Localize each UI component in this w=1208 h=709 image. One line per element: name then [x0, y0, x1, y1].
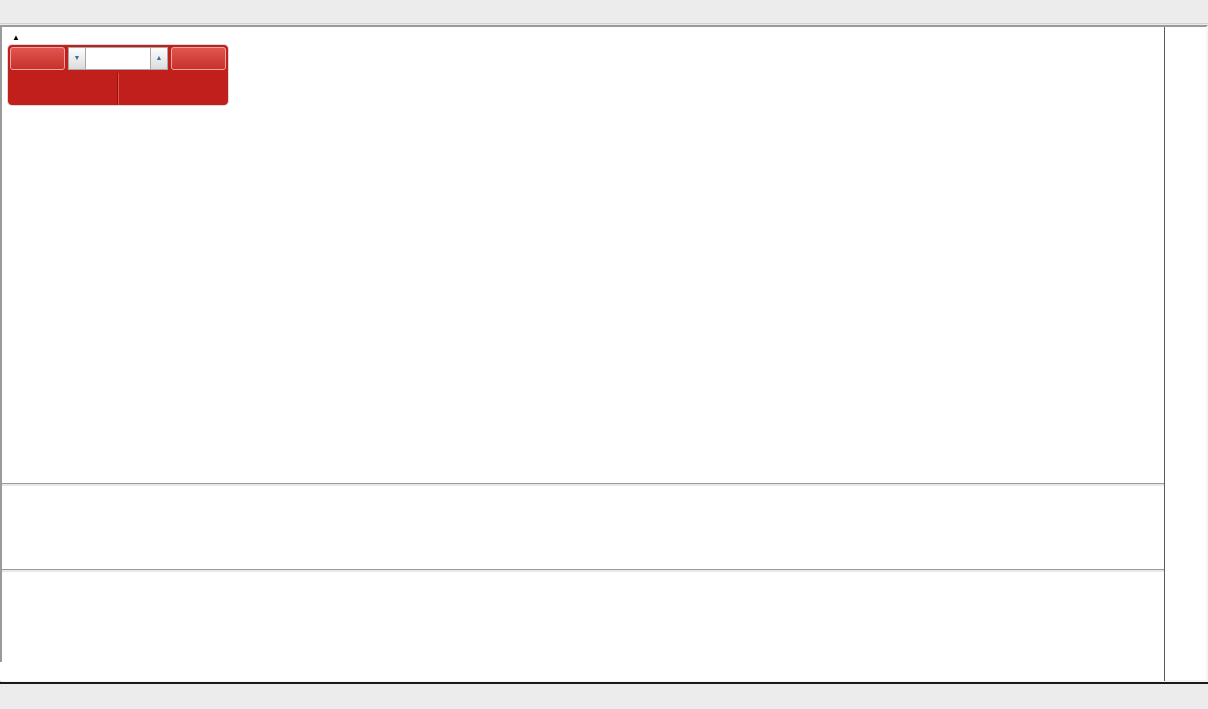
- chart-tab-bar: [0, 682, 1208, 709]
- volume-input[interactable]: [86, 47, 150, 70]
- one-click-trading-panel: ▼ ▲: [8, 45, 228, 105]
- volume-decrease-button[interactable]: ▼: [68, 47, 86, 70]
- volume-increase-button[interactable]: ▲: [150, 47, 168, 70]
- rsi-indicator-canvas[interactable]: [0, 572, 1164, 660]
- time-axis[interactable]: [0, 662, 1164, 681]
- buy-button[interactable]: [171, 47, 226, 70]
- chart-ohlc-header: ▲: [12, 32, 34, 44]
- collapse-triangle-icon[interactable]: ▲: [12, 33, 20, 42]
- axis-separator-line: [1164, 27, 1165, 681]
- buy-quote[interactable]: [118, 73, 228, 105]
- volume-stepper: ▼ ▲: [68, 47, 168, 70]
- sell-quote[interactable]: [8, 73, 118, 105]
- panel-separator[interactable]: [2, 483, 1164, 487]
- macd-indicator-canvas[interactable]: [0, 487, 1164, 569]
- sell-button[interactable]: [10, 47, 65, 70]
- period-toolbar: [0, 0, 1208, 24]
